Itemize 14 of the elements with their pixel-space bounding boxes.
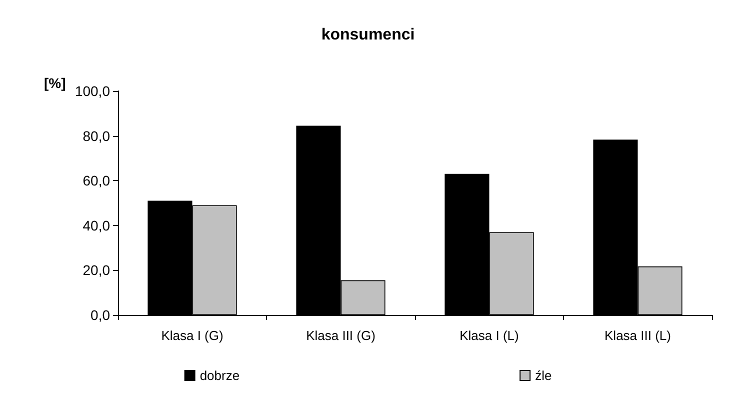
x-tick-label: Klasa III (L) (604, 328, 671, 343)
y-tick-label: 80,0 (82, 128, 110, 144)
y-tick-label: 0,0 (90, 307, 110, 323)
y-tick-label: 100,0 (74, 83, 110, 99)
y-tick-label: 20,0 (82, 262, 110, 278)
x-tick-label: Klasa I (L) (460, 328, 519, 343)
y-tick-label: 40,0 (82, 217, 110, 234)
x-tick-label: Klasa I (G) (161, 328, 224, 343)
legend-label: dobrze (200, 368, 240, 383)
y-axis-title: [%] (44, 75, 66, 91)
chart-title: konsumenci (321, 26, 415, 44)
y-tick-label: 60,0 (82, 172, 110, 189)
legend-label: źle (535, 368, 552, 383)
x-tick-label: Klasa III (G) (306, 328, 376, 343)
